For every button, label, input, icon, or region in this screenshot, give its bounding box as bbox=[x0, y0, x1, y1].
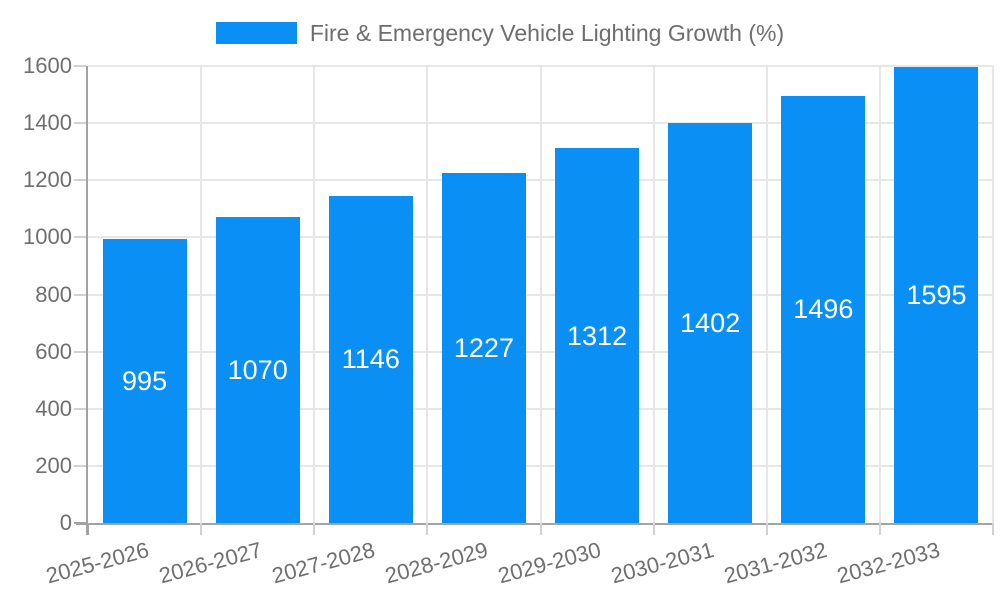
bar: 1312 bbox=[555, 148, 640, 523]
bar-value-label: 995 bbox=[122, 365, 168, 396]
y-tick-mark bbox=[74, 350, 86, 353]
bar: 1070 bbox=[215, 217, 300, 523]
x-gridline bbox=[878, 66, 881, 523]
plot-area: 0 200 400 600 800 1000 1200 1400 1600 995 1070 1146… bbox=[23, 53, 994, 588]
x-tick-mark bbox=[313, 523, 316, 535]
y-tick-mark bbox=[74, 464, 86, 467]
x-tick-mark bbox=[652, 523, 655, 535]
legend-label[interactable]: Fire & Emergency Vehicle Lighting Growth… bbox=[309, 20, 785, 46]
x-tick-mark bbox=[765, 523, 768, 535]
y-tick-mark bbox=[74, 293, 86, 296]
y-tick-mark bbox=[74, 407, 86, 410]
y-axis-line bbox=[86, 66, 88, 535]
y-tick-mark bbox=[74, 236, 86, 239]
bar: 1595 bbox=[894, 67, 979, 523]
y-tick-label: 0 bbox=[59, 510, 72, 535]
x-axis-line bbox=[76, 523, 993, 525]
bar: 1227 bbox=[441, 172, 526, 523]
y-tick-label: 1200 bbox=[23, 167, 72, 193]
bar-value-label: 1595 bbox=[906, 280, 967, 311]
y-tick-label: 800 bbox=[35, 281, 72, 307]
y-tick-label: 600 bbox=[35, 338, 72, 364]
x-gridline bbox=[539, 66, 542, 523]
x-gridline bbox=[765, 66, 768, 523]
bar-value-label: 1496 bbox=[793, 294, 854, 325]
bar-value-label: 1070 bbox=[227, 355, 288, 386]
bar-value-label: 1146 bbox=[341, 344, 400, 375]
bar-value-label: 1402 bbox=[680, 307, 741, 338]
y-tick-label: 200 bbox=[35, 452, 72, 478]
bar: 1146 bbox=[328, 195, 413, 523]
chart-legend: Fire & Emergency Vehicle Lighting Growth… bbox=[0, 20, 1000, 46]
x-tick-mark bbox=[87, 523, 89, 535]
x-tick-mark bbox=[200, 523, 203, 535]
legend-swatch[interactable] bbox=[215, 22, 297, 44]
y-tick-label: 1400 bbox=[23, 110, 72, 136]
y-tick-label: 400 bbox=[35, 395, 72, 421]
x-gridline bbox=[992, 66, 994, 523]
x-tick-mark bbox=[539, 523, 542, 535]
x-gridline bbox=[652, 66, 655, 523]
x-tick-mark bbox=[426, 523, 429, 535]
x-gridline bbox=[200, 66, 203, 523]
y-tick-mark bbox=[74, 179, 86, 182]
bar-value-label: 1227 bbox=[453, 332, 514, 363]
x-tick-mark bbox=[878, 523, 881, 535]
x-gridline bbox=[426, 66, 429, 523]
bar: 1402 bbox=[668, 122, 753, 523]
y-tick-mark bbox=[74, 122, 86, 125]
x-gridline bbox=[313, 66, 316, 523]
y-tick-mark bbox=[74, 65, 86, 67]
bar: 1496 bbox=[781, 95, 866, 523]
x-tick-mark bbox=[992, 523, 994, 535]
y-tick-mark bbox=[74, 522, 86, 524]
bar: 995 bbox=[102, 238, 187, 523]
y-tick-label: 1600 bbox=[23, 53, 72, 78]
bar-value-label: 1312 bbox=[567, 320, 628, 351]
y-tick-label: 1000 bbox=[23, 224, 72, 250]
